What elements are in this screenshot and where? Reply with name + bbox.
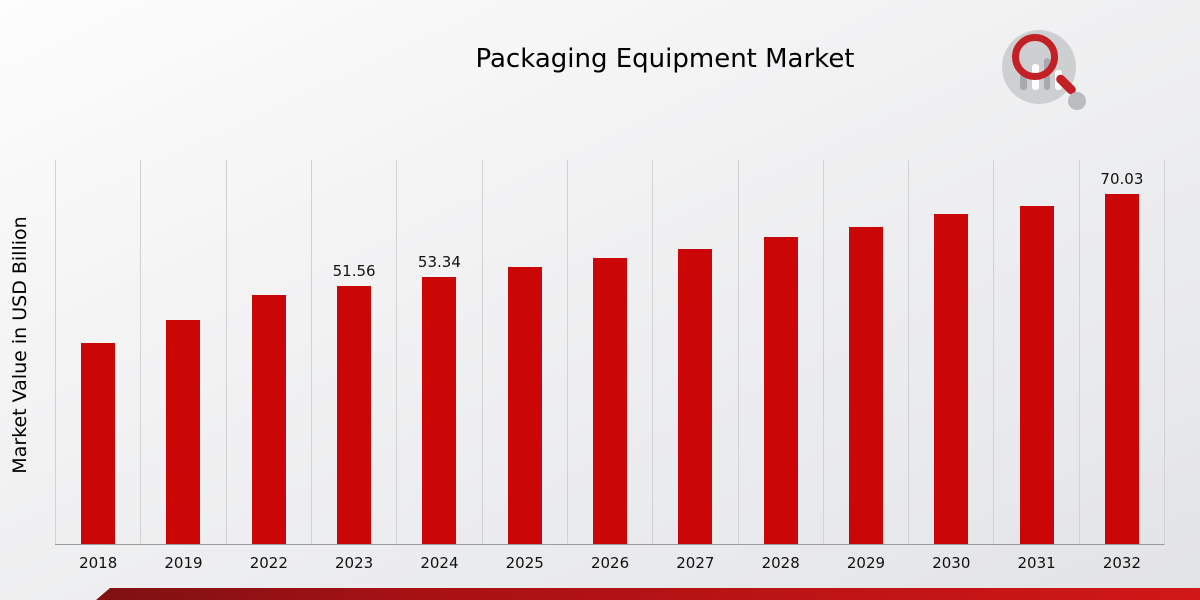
bar-2018	[81, 342, 116, 544]
chart-column: 2018	[55, 160, 140, 572]
bar-value-label: 51.56	[332, 262, 376, 281]
x-tick-label: 2026	[590, 554, 630, 572]
chart-column: 2027	[652, 160, 737, 572]
x-tick-label: 2032	[1102, 554, 1141, 572]
bar-2028	[763, 236, 798, 544]
chart-title: Packaging Equipment Market	[475, 44, 855, 74]
chart-column: 2028	[737, 160, 823, 572]
x-tick-label: 2029	[846, 554, 886, 572]
chart-column: 2026	[566, 160, 652, 572]
bottom-accent-strip	[96, 588, 1200, 600]
x-tick-label: 2018	[79, 554, 118, 572]
bar-2030	[934, 214, 969, 544]
bar-2026	[593, 257, 628, 544]
chart-column: 2025	[481, 160, 567, 572]
bar-2029	[848, 226, 883, 544]
x-tick-label: 2024	[420, 554, 459, 572]
brand-logo	[996, 26, 1088, 118]
x-tick-label: 2019	[164, 554, 203, 572]
x-tick-label: 2030	[932, 554, 971, 572]
x-tick-label: 2023	[335, 554, 374, 572]
chart-column: 2022	[225, 160, 311, 572]
chart-column: 70.03 2032	[1078, 160, 1164, 572]
plot-area: 2018 2019 2022 51.56 2023 53.34 2024 2025 2026 20…	[55, 160, 1165, 572]
bar-2031	[1019, 205, 1054, 544]
x-tick-label: 2025	[505, 554, 544, 572]
chart-column: 51.56 2023	[310, 160, 396, 572]
x-tick-label: 2022	[249, 554, 288, 572]
bar-value-label: 53.34	[417, 253, 461, 272]
magnifier-knob-icon	[1068, 92, 1086, 110]
x-tick-label: 2027	[676, 554, 715, 572]
y-axis-label: Market Value in USD Billion	[9, 216, 31, 474]
bar-2024	[422, 277, 457, 544]
chart-column: 2030	[908, 160, 993, 572]
bar-2019	[166, 319, 201, 544]
bar-2025	[507, 266, 542, 544]
chart-column: 2019	[140, 160, 225, 572]
bar-2032	[1104, 193, 1139, 544]
magnifier-icon	[1012, 34, 1058, 80]
bar-value-label: 70.03	[1100, 169, 1144, 188]
bar-2027	[678, 249, 713, 544]
chart-column: 2031	[993, 160, 1078, 572]
bar-2023	[337, 286, 372, 544]
x-tick-label: 2028	[761, 554, 800, 572]
chart-column: 2029	[822, 160, 908, 572]
chart-column: 53.34 2024	[396, 160, 481, 572]
bar-2022	[251, 295, 286, 544]
x-tick-label: 2031	[1017, 554, 1056, 572]
